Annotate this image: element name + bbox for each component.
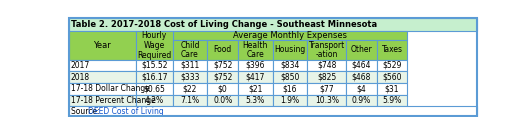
Text: $311: $311 — [180, 61, 200, 70]
Bar — [307, 95, 346, 106]
Bar — [69, 18, 477, 31]
Text: $0: $0 — [218, 84, 228, 93]
Text: DEED Cost of Living: DEED Cost of Living — [88, 107, 163, 116]
Text: $825: $825 — [317, 73, 336, 82]
Text: 0.0%: 0.0% — [213, 96, 232, 105]
Bar — [69, 106, 477, 116]
Bar — [346, 60, 377, 71]
Text: 4.2%: 4.2% — [145, 96, 164, 105]
Text: $77: $77 — [319, 84, 334, 93]
Bar — [136, 60, 173, 71]
Text: $748: $748 — [317, 61, 336, 70]
Bar — [136, 83, 173, 95]
Text: 2017: 2017 — [71, 61, 90, 70]
Text: $15.52: $15.52 — [141, 61, 168, 70]
Bar — [377, 95, 408, 106]
Text: $560: $560 — [383, 73, 402, 82]
Text: $417: $417 — [246, 73, 265, 82]
Bar — [173, 71, 207, 83]
Text: Other: Other — [351, 45, 372, 54]
Text: $529: $529 — [383, 61, 402, 70]
Text: Child
Care: Child Care — [180, 41, 200, 59]
Bar — [307, 83, 346, 95]
Bar — [69, 31, 136, 60]
Bar — [346, 95, 377, 106]
Bar — [238, 95, 273, 106]
Text: 1.9%: 1.9% — [280, 96, 300, 105]
Bar — [207, 71, 238, 83]
Bar — [377, 71, 408, 83]
Bar — [207, 83, 238, 95]
Bar — [377, 83, 408, 95]
Text: 10.3%: 10.3% — [315, 96, 339, 105]
Bar — [136, 95, 173, 106]
Bar — [69, 95, 136, 106]
Bar — [173, 83, 207, 95]
Text: $464: $464 — [352, 61, 371, 70]
Bar — [173, 60, 207, 71]
Bar — [69, 60, 136, 71]
Bar — [69, 71, 136, 83]
Bar — [346, 83, 377, 95]
Bar — [173, 95, 207, 106]
Bar — [272, 95, 307, 106]
Text: Year: Year — [93, 41, 111, 50]
Bar — [307, 40, 346, 60]
Bar — [238, 83, 273, 95]
Text: Average Monthly Expenses: Average Monthly Expenses — [233, 31, 347, 40]
Text: Table 2. 2017-2018 Cost of Living Change - Southeast Minnesota: Table 2. 2017-2018 Cost of Living Change… — [71, 20, 377, 29]
Text: 17-18 Percent Change: 17-18 Percent Change — [71, 96, 155, 105]
Bar — [69, 83, 136, 95]
Text: $850: $850 — [280, 73, 300, 82]
Bar — [272, 83, 307, 95]
Bar — [272, 60, 307, 71]
Bar — [207, 95, 238, 106]
Bar — [346, 40, 377, 60]
Bar — [136, 71, 173, 83]
Text: Taxes: Taxes — [381, 45, 403, 54]
Bar — [207, 40, 238, 60]
Text: $4: $4 — [356, 84, 367, 93]
Bar — [272, 71, 307, 83]
Bar — [238, 71, 273, 83]
Text: Transport
-ation: Transport -ation — [309, 41, 345, 59]
Bar — [272, 40, 307, 60]
Text: $752: $752 — [213, 61, 232, 70]
Text: $396: $396 — [246, 61, 265, 70]
Text: $0.65: $0.65 — [143, 84, 165, 93]
Bar — [207, 60, 238, 71]
Bar — [173, 31, 408, 40]
Bar — [346, 71, 377, 83]
Text: Housing: Housing — [275, 45, 305, 54]
Text: Food: Food — [213, 45, 232, 54]
Text: $21: $21 — [248, 84, 262, 93]
Bar — [307, 71, 346, 83]
Text: $16.17: $16.17 — [141, 73, 168, 82]
Text: 2018: 2018 — [71, 73, 90, 82]
Bar — [377, 60, 408, 71]
Text: Hourly
Wage
Required: Hourly Wage Required — [137, 31, 171, 60]
Text: Health
Care: Health Care — [243, 41, 268, 59]
Bar — [307, 60, 346, 71]
Text: Source:: Source: — [71, 107, 102, 116]
Text: 0.9%: 0.9% — [352, 96, 371, 105]
Bar — [136, 31, 173, 60]
Text: $22: $22 — [183, 84, 197, 93]
Text: 5.3%: 5.3% — [246, 96, 265, 105]
Text: $834: $834 — [280, 61, 300, 70]
Text: $468: $468 — [352, 73, 371, 82]
Text: 17-18 Dollar Change: 17-18 Dollar Change — [71, 84, 149, 93]
Bar — [173, 40, 207, 60]
Text: 5.9%: 5.9% — [383, 96, 402, 105]
Bar — [377, 40, 408, 60]
Text: $752: $752 — [213, 73, 232, 82]
Text: $333: $333 — [180, 73, 200, 82]
Text: $16: $16 — [282, 84, 297, 93]
Text: 7.1%: 7.1% — [180, 96, 200, 105]
Bar — [238, 60, 273, 71]
Bar — [238, 40, 273, 60]
Text: $31: $31 — [385, 84, 400, 93]
